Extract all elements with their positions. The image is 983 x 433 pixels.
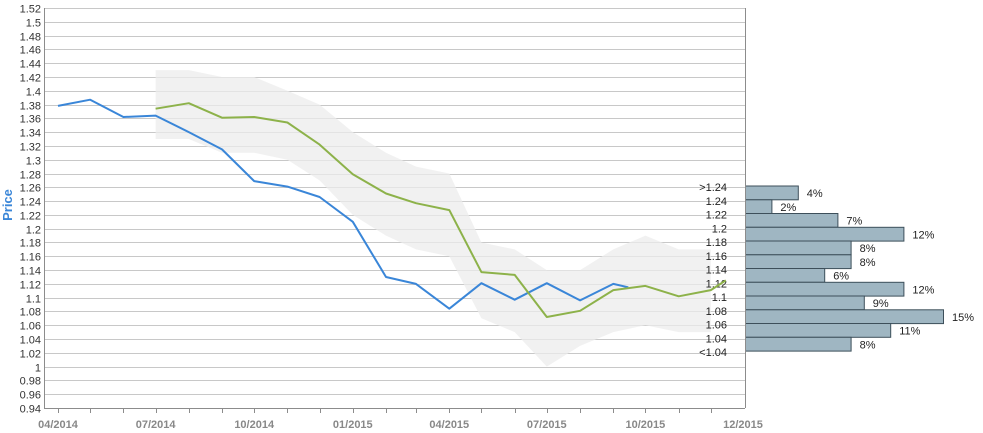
histogram-percent-label: 9% — [873, 298, 889, 310]
y-tick-label: 1.16 — [20, 252, 41, 264]
x-tick-label: 04/2014 — [38, 419, 79, 431]
x-tick-label: 10/2014 — [234, 419, 275, 431]
y-tick-label: 1.38 — [20, 101, 41, 113]
histogram: >1.24 4% 1.24 2% 1.22 7% 1.2 12% 1.18 8% 1.16 8% 1.1… — [699, 182, 974, 359]
y-tick-label: 1.4 — [26, 87, 41, 99]
y-tick-label: 1.3 — [26, 156, 41, 168]
histogram-bar — [745, 226, 905, 242]
y-tick-label: 1.28 — [20, 170, 41, 182]
y-tick-labels: 0.94 0.96 0.981 1.02 1.04 1.06 1.081.1 1.12 1.14… — [20, 4, 41, 416]
histogram-percent-label: 4% — [807, 188, 823, 200]
x-tick-label: 07/2014 — [136, 419, 177, 431]
y-tick-label: 1 — [35, 363, 41, 375]
historical-series-line — [57, 98, 629, 310]
histogram-bin-label: 1.1 — [712, 292, 727, 304]
histogram-bar — [745, 240, 852, 256]
y-tick-label: 1.06 — [20, 321, 41, 333]
y-tick-label: 1.46 — [20, 45, 41, 57]
x-tick-label: 01/2015 — [333, 419, 373, 431]
histogram-bin-label: 1.14 — [706, 265, 727, 277]
histogram-percent-label: 6% — [833, 271, 849, 283]
y-tick-label: 0.94 — [20, 404, 41, 416]
y-tick-label: 1.52 — [20, 4, 41, 16]
x-tick-label: 12/2015 — [723, 419, 763, 431]
y-tick-label: 0.98 — [20, 376, 41, 388]
histogram-percent-label: 12% — [912, 229, 934, 241]
histogram-bar — [745, 295, 865, 311]
histogram-bin-label: 1.22 — [706, 210, 727, 222]
y-tick-label: 1.34 — [20, 128, 41, 140]
y-tick-label: 1.1 — [26, 294, 41, 306]
y-tick-label: 1.32 — [20, 142, 41, 154]
y-tick-label: 1.12 — [20, 280, 41, 292]
forecast-series-line — [155, 102, 727, 318]
histogram-bin-label: >1.24 — [699, 182, 727, 194]
histogram-bar — [745, 336, 852, 352]
x-tick-label: 07/2015 — [527, 419, 567, 431]
y-tick-label: 1.18 — [20, 238, 41, 250]
histogram-bar — [745, 199, 773, 215]
histogram-bar — [745, 268, 826, 283]
x-tick-label: 10/2015 — [626, 419, 666, 431]
histogram-bin-label: 1.16 — [706, 251, 727, 263]
y-tick-label: 1.26 — [20, 183, 41, 195]
histogram-bar — [745, 309, 944, 325]
y-tick-label: 0.96 — [20, 390, 41, 402]
y-tick-label: 1.08 — [20, 307, 41, 319]
y-tick-label: 1.02 — [20, 349, 41, 361]
histogram-bin-label: 1.06 — [706, 320, 727, 332]
x-tick-label: 04/2015 — [429, 419, 469, 431]
y-tick-label: 1.24 — [20, 197, 41, 209]
y-tick-label: 1.36 — [20, 114, 41, 126]
y-tick-label: 1.44 — [20, 59, 41, 71]
y-tick-label: 1.14 — [20, 266, 41, 278]
confidence-band — [155, 70, 711, 367]
histogram-percent-label: 7% — [846, 216, 862, 228]
histogram-bin-label: 1.12 — [706, 278, 727, 290]
histogram-percent-label: 8% — [860, 257, 876, 269]
histogram-percent-label: 15% — [952, 312, 974, 324]
axes — [44, 8, 746, 413]
histogram-bar — [745, 213, 839, 228]
y-tick-label: 1.48 — [20, 32, 41, 44]
histogram-bar — [745, 323, 892, 338]
histogram-bin-label: 1.18 — [706, 237, 727, 249]
histogram-bin-label: 1.08 — [706, 306, 727, 318]
y-tick-label: 1.04 — [20, 335, 41, 347]
histogram-percent-label: 12% — [912, 284, 934, 296]
y-tick-label: 1.2 — [26, 225, 41, 237]
histogram-percent-label: 8% — [860, 339, 876, 351]
y-tick-label: 1.5 — [26, 18, 41, 30]
histogram-percent-label: 8% — [860, 243, 876, 255]
histogram-bar — [745, 185, 799, 201]
y-tick-label: 1.42 — [20, 73, 41, 85]
x-tick-labels: 04/2014 07/2014 10/2014 01/2015 04/2015 07/20… — [38, 419, 763, 431]
histogram-bin-label: 1.2 — [712, 223, 727, 235]
series-lines — [57, 98, 727, 318]
histogram-bin-label: 1.04 — [706, 333, 727, 345]
histogram-percent-label: 11% — [899, 326, 920, 338]
histogram-percent-label: 2% — [780, 202, 796, 214]
histogram-bin-label: <1.04 — [699, 347, 727, 359]
forecast-band — [155, 70, 711, 367]
y-tick-label: 1.22 — [20, 211, 41, 223]
histogram-bin-label: 1.24 — [706, 196, 727, 208]
histogram-bar — [745, 254, 852, 270]
histogram-bar — [745, 281, 905, 297]
y-axis-label: Price — [0, 189, 15, 221]
